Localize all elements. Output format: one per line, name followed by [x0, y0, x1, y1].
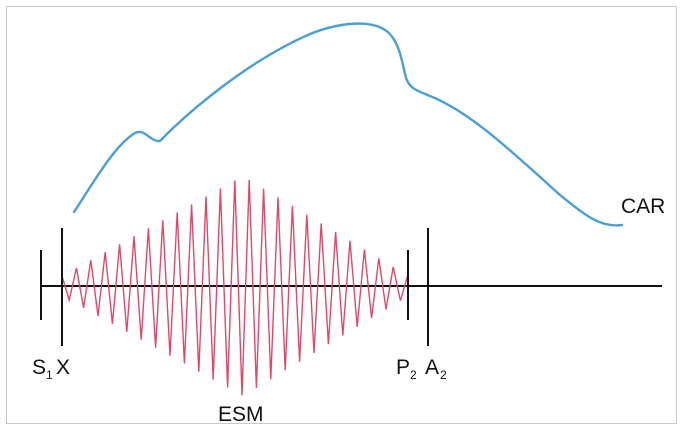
a2-label: A	[425, 356, 439, 379]
x-label: X	[56, 356, 70, 379]
figure-frame	[6, 6, 677, 424]
murmur-waveform	[61, 179, 409, 396]
p2-label-subscript: 2	[410, 368, 417, 382]
s1-label: S	[32, 356, 46, 379]
p2-label: P	[396, 356, 410, 379]
car-label: CAR	[621, 195, 665, 218]
carotid-pulse-trace	[72, 22, 624, 227]
ejection-systolic-murmur	[61, 179, 409, 396]
a2-label-subscript: 2	[440, 368, 447, 382]
esm-label: ESM	[218, 403, 264, 426]
s1-label-subscript: 1	[46, 368, 53, 382]
